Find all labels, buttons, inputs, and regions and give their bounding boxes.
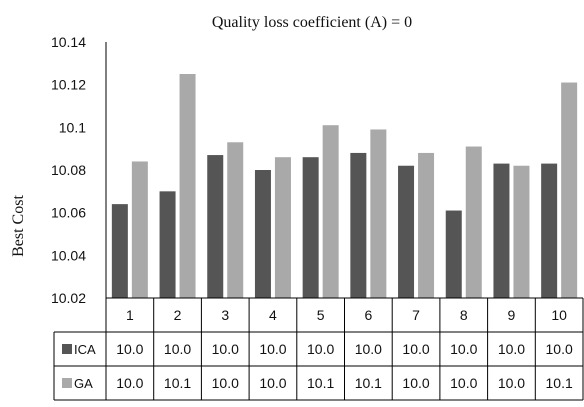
legend-label-ga: GA [74, 376, 93, 391]
x-tick-label: 2 [174, 307, 182, 323]
legend-swatch-ga [62, 378, 72, 388]
bar-ica-4 [254, 170, 271, 298]
table-cell-ga: 10.0 [402, 375, 429, 391]
legend-swatch-ica [62, 344, 72, 354]
legend-label-ica: ICA [74, 342, 96, 357]
x-tick-label: 9 [508, 307, 516, 323]
chart-title: Quality loss coefficient (A) = 0 [212, 14, 412, 31]
table-cell-ga: 10.1 [307, 375, 334, 391]
bar-ga-5 [322, 125, 339, 298]
bar-ga-10 [561, 82, 578, 299]
y-tick-label: 10.1 [59, 119, 86, 135]
table-cell-ga: 10.0 [259, 375, 286, 391]
y-axis: 10.02 10.04 10.06 10.08 10.1 10.12 10.14 [51, 34, 107, 306]
data-table: 1 2 3 4 5 6 7 8 9 10 ICA 10.0 10.0 10.0 10.0 10.0 10.0 10… [53, 297, 584, 401]
bar-ica-10 [541, 163, 558, 298]
bar-ica-2 [159, 191, 176, 298]
x-tick-label: 3 [221, 307, 229, 323]
bar-ica-9 [493, 163, 510, 298]
bar-ica-8 [445, 210, 462, 298]
y-tick-label: 10.12 [51, 77, 86, 93]
x-tick-label: 5 [317, 307, 325, 323]
table-cell-ica: 10.0 [498, 341, 525, 357]
bar-ica-1 [111, 204, 128, 298]
y-tick-label: 10.02 [51, 290, 86, 306]
bar-ica-7 [398, 165, 415, 298]
table-cell-ica: 10.0 [450, 341, 477, 357]
x-tick-label: 4 [269, 307, 277, 323]
table-cell-ica: 10.0 [307, 341, 334, 357]
bar-ga-2 [179, 74, 196, 298]
table-cell-ica: 10.0 [212, 341, 239, 357]
table-cell-ga: 10.0 [116, 375, 143, 391]
x-tick-label: 6 [364, 307, 372, 323]
table-cell-ica: 10.0 [355, 341, 382, 357]
bar-ica-5 [302, 157, 319, 298]
table-cell-ica: 10.0 [259, 341, 286, 357]
y-tick-label: 10.06 [51, 205, 86, 221]
bar-ga-3 [227, 142, 244, 298]
bar-ga-4 [274, 157, 291, 298]
bar-ica-3 [207, 155, 224, 298]
table-cell-ga: 10.0 [450, 375, 477, 391]
table-cell-ga: 10.0 [498, 375, 525, 391]
table-cell-ica: 10.0 [402, 341, 429, 357]
y-axis-label: Best Cost [10, 195, 27, 257]
bars [111, 74, 578, 299]
table-cell-ica: 10.0 [116, 341, 143, 357]
y-tick-label: 10.04 [51, 247, 86, 263]
bar-ga-7 [418, 152, 435, 298]
bar-ga-9 [513, 165, 530, 298]
table-cell-ica: 10.0 [164, 341, 191, 357]
table-cell-ga: 10.1 [546, 375, 573, 391]
y-tick-label: 10.08 [51, 162, 86, 178]
table-cell-ga: 10.0 [212, 375, 239, 391]
x-tick-label: 1 [126, 307, 134, 323]
y-tick-label: 10.14 [51, 34, 86, 50]
bar-ga-8 [465, 146, 482, 298]
table-cell-ga: 10.1 [355, 375, 382, 391]
bar-ica-6 [350, 152, 367, 298]
table-cell-ica: 10.0 [546, 341, 573, 357]
bar-ga-1 [131, 161, 148, 298]
x-tick-label: 7 [412, 307, 420, 323]
x-tick-label: 10 [551, 307, 567, 323]
x-tick-label: 8 [460, 307, 468, 323]
bar-ga-6 [370, 129, 387, 298]
table-cell-ga: 10.1 [164, 375, 191, 391]
